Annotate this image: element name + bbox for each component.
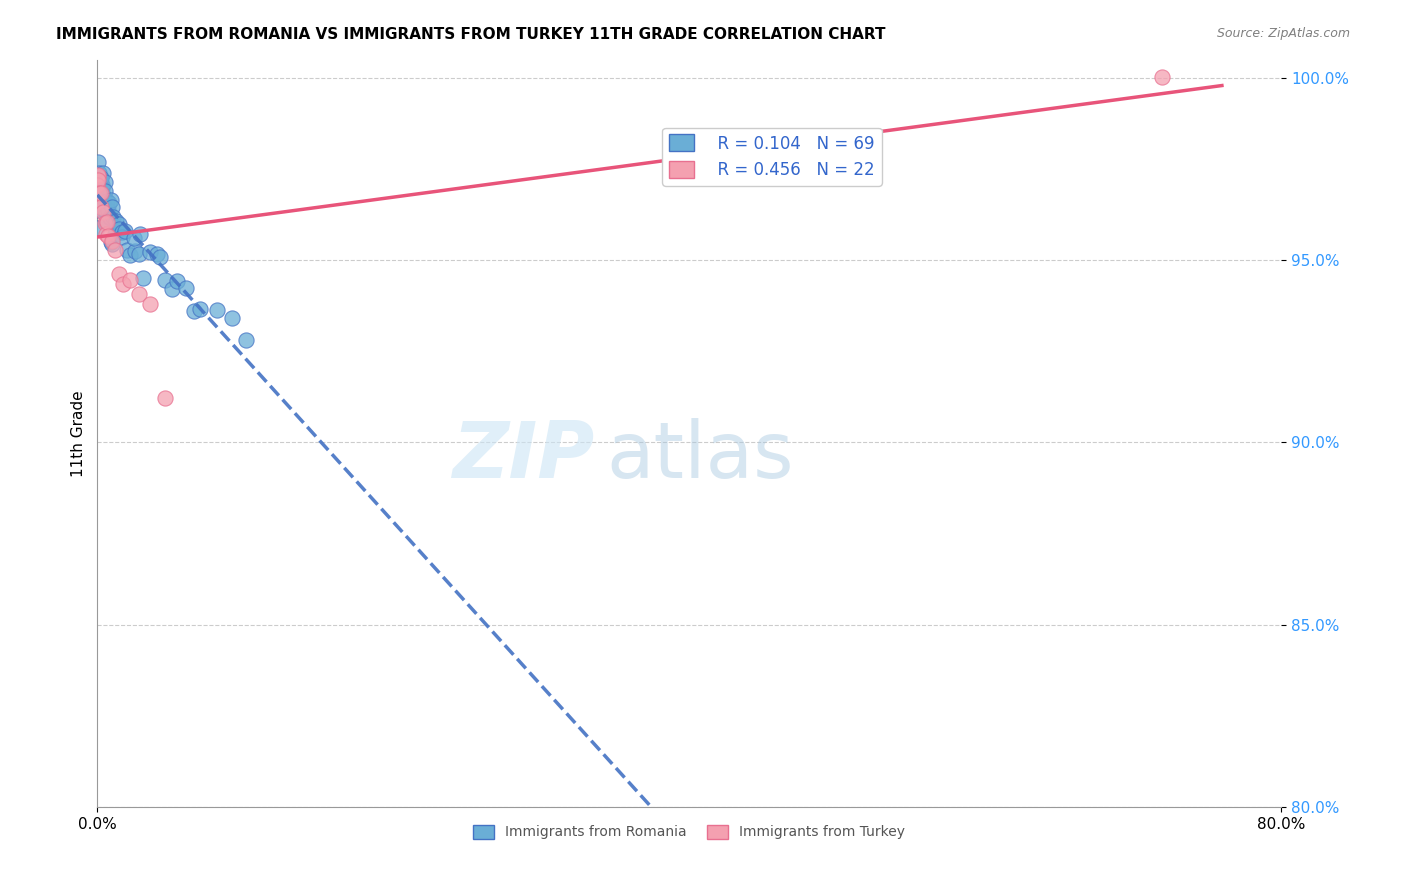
Point [139, 296, 162, 310]
Point [103, 210, 125, 224]
Point [105, 214, 128, 228]
Point [87, 170, 110, 185]
Point [84, 181, 107, 195]
Point [89, 169, 111, 183]
Point [100, 235, 122, 249]
Text: atlas: atlas [606, 417, 794, 494]
Point [114, 224, 136, 238]
Point [87, 175, 110, 189]
Point [90, 170, 112, 185]
Point [86, 178, 108, 192]
Point [108, 221, 131, 235]
Point [174, 280, 197, 294]
Point [149, 250, 172, 264]
Point [118, 272, 141, 286]
Point [90, 198, 112, 212]
Point [112, 277, 135, 291]
Point [97, 228, 120, 243]
Point [94, 176, 117, 190]
Point [91, 190, 114, 204]
Point [104, 223, 127, 237]
Point [183, 303, 205, 318]
Point [98, 211, 121, 225]
Point [104, 244, 127, 258]
Point [86, 220, 108, 235]
Point [101, 200, 124, 214]
Point [145, 246, 167, 260]
Point [205, 303, 228, 318]
Text: ZIP: ZIP [453, 417, 595, 494]
Text: IMMIGRANTS FROM ROMANIA VS IMMIGRANTS FROM TURKEY 11TH GRADE CORRELATION CHART: IMMIGRANTS FROM ROMANIA VS IMMIGRANTS FR… [56, 27, 886, 42]
Point [89, 188, 111, 202]
Point [87, 172, 110, 186]
Point [110, 230, 132, 244]
Point [90, 201, 112, 215]
Point [111, 225, 134, 239]
Point [86, 185, 108, 199]
Point [87, 186, 110, 200]
Point [90, 178, 112, 192]
Point [91, 181, 114, 195]
Point [86, 187, 108, 202]
Point [104, 227, 127, 241]
Point [96, 215, 118, 229]
Point [97, 202, 120, 217]
Point [89, 173, 111, 187]
Y-axis label: 11th Grade: 11th Grade [72, 390, 86, 476]
Point [132, 270, 155, 285]
Point [87, 168, 110, 182]
Point [87, 183, 110, 197]
Point [96, 215, 118, 229]
Point [155, 273, 177, 287]
Point [84, 202, 107, 217]
Point [89, 178, 111, 192]
Point [1152, 70, 1174, 84]
Point [108, 267, 131, 281]
Point [124, 244, 146, 259]
Point [86, 202, 108, 216]
Text: Source: ZipAtlas.com: Source: ZipAtlas.com [1216, 27, 1350, 40]
Point [91, 205, 114, 219]
Point [94, 184, 117, 198]
Point [86, 178, 108, 193]
Point [86, 181, 108, 195]
Point [86, 169, 108, 183]
Point [93, 192, 115, 206]
Point [129, 227, 152, 241]
Point [93, 202, 115, 217]
Point [124, 231, 146, 245]
Point [98, 210, 121, 224]
Point [160, 282, 183, 296]
Point [97, 196, 120, 211]
Point [90, 186, 112, 200]
Point [100, 194, 122, 208]
Point [91, 188, 114, 202]
Point [87, 181, 110, 195]
Point [101, 235, 124, 249]
Point [87, 154, 110, 169]
Point [235, 334, 257, 348]
Point [118, 248, 141, 262]
Point [139, 245, 162, 260]
Point [90, 200, 112, 214]
Point [96, 194, 118, 209]
Point [188, 301, 211, 316]
Point [166, 274, 188, 288]
Point [91, 166, 114, 180]
Point [128, 247, 150, 261]
Point [115, 243, 138, 257]
Point [86, 195, 108, 210]
Point [87, 177, 110, 191]
Legend: Immigrants from Romania, Immigrants from Turkey: Immigrants from Romania, Immigrants from… [468, 819, 911, 845]
Point [94, 227, 117, 242]
Point [128, 287, 150, 301]
Point [153, 391, 176, 405]
Point [89, 166, 111, 180]
Point [93, 216, 115, 230]
Point [221, 311, 243, 326]
Point [101, 236, 124, 251]
Point [107, 217, 129, 231]
